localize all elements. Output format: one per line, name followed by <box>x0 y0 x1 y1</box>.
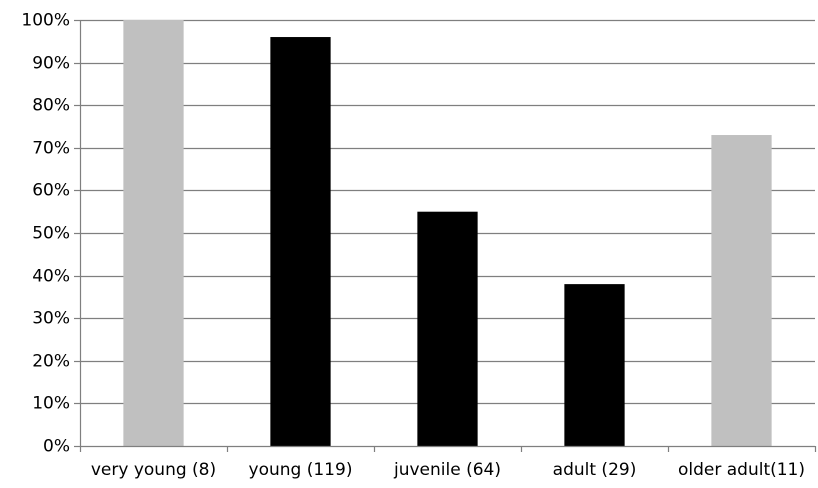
y-tick-label: 80% <box>32 96 70 116</box>
x-category-label: adult (29) <box>553 460 637 480</box>
bar <box>564 284 625 446</box>
x-category-label: very young (8) <box>91 460 216 480</box>
bar <box>270 37 331 446</box>
y-tick-label: 0% <box>43 437 70 457</box>
y-tick-label: 40% <box>32 267 70 287</box>
x-category-label: young (119) <box>249 460 353 480</box>
bar <box>417 211 478 446</box>
bars <box>123 20 772 446</box>
y-tick-label: 10% <box>32 394 70 414</box>
y-tick-label: 60% <box>32 181 70 201</box>
x-category-label: juvenile (64) <box>393 460 501 480</box>
y-tick-label: 90% <box>32 54 70 74</box>
y-tick-label: 70% <box>32 139 70 159</box>
x-axis-category-labels: very young (8) young (119) juvenile (64) ad… <box>91 460 805 480</box>
y-axis-tick-labels: 0% 10% 20% 30% 40% 50% 60% 70% 80% 90% 100% <box>21 11 70 457</box>
y-tick-label: 100% <box>21 11 70 31</box>
y-tick-label: 20% <box>32 352 70 372</box>
y-tick-label: 30% <box>32 309 70 329</box>
bar <box>711 135 772 446</box>
x-category-label: older adult(11) <box>678 460 805 480</box>
axes <box>74 19 817 452</box>
bar <box>123 20 184 446</box>
y-tick-label: 50% <box>32 224 70 244</box>
